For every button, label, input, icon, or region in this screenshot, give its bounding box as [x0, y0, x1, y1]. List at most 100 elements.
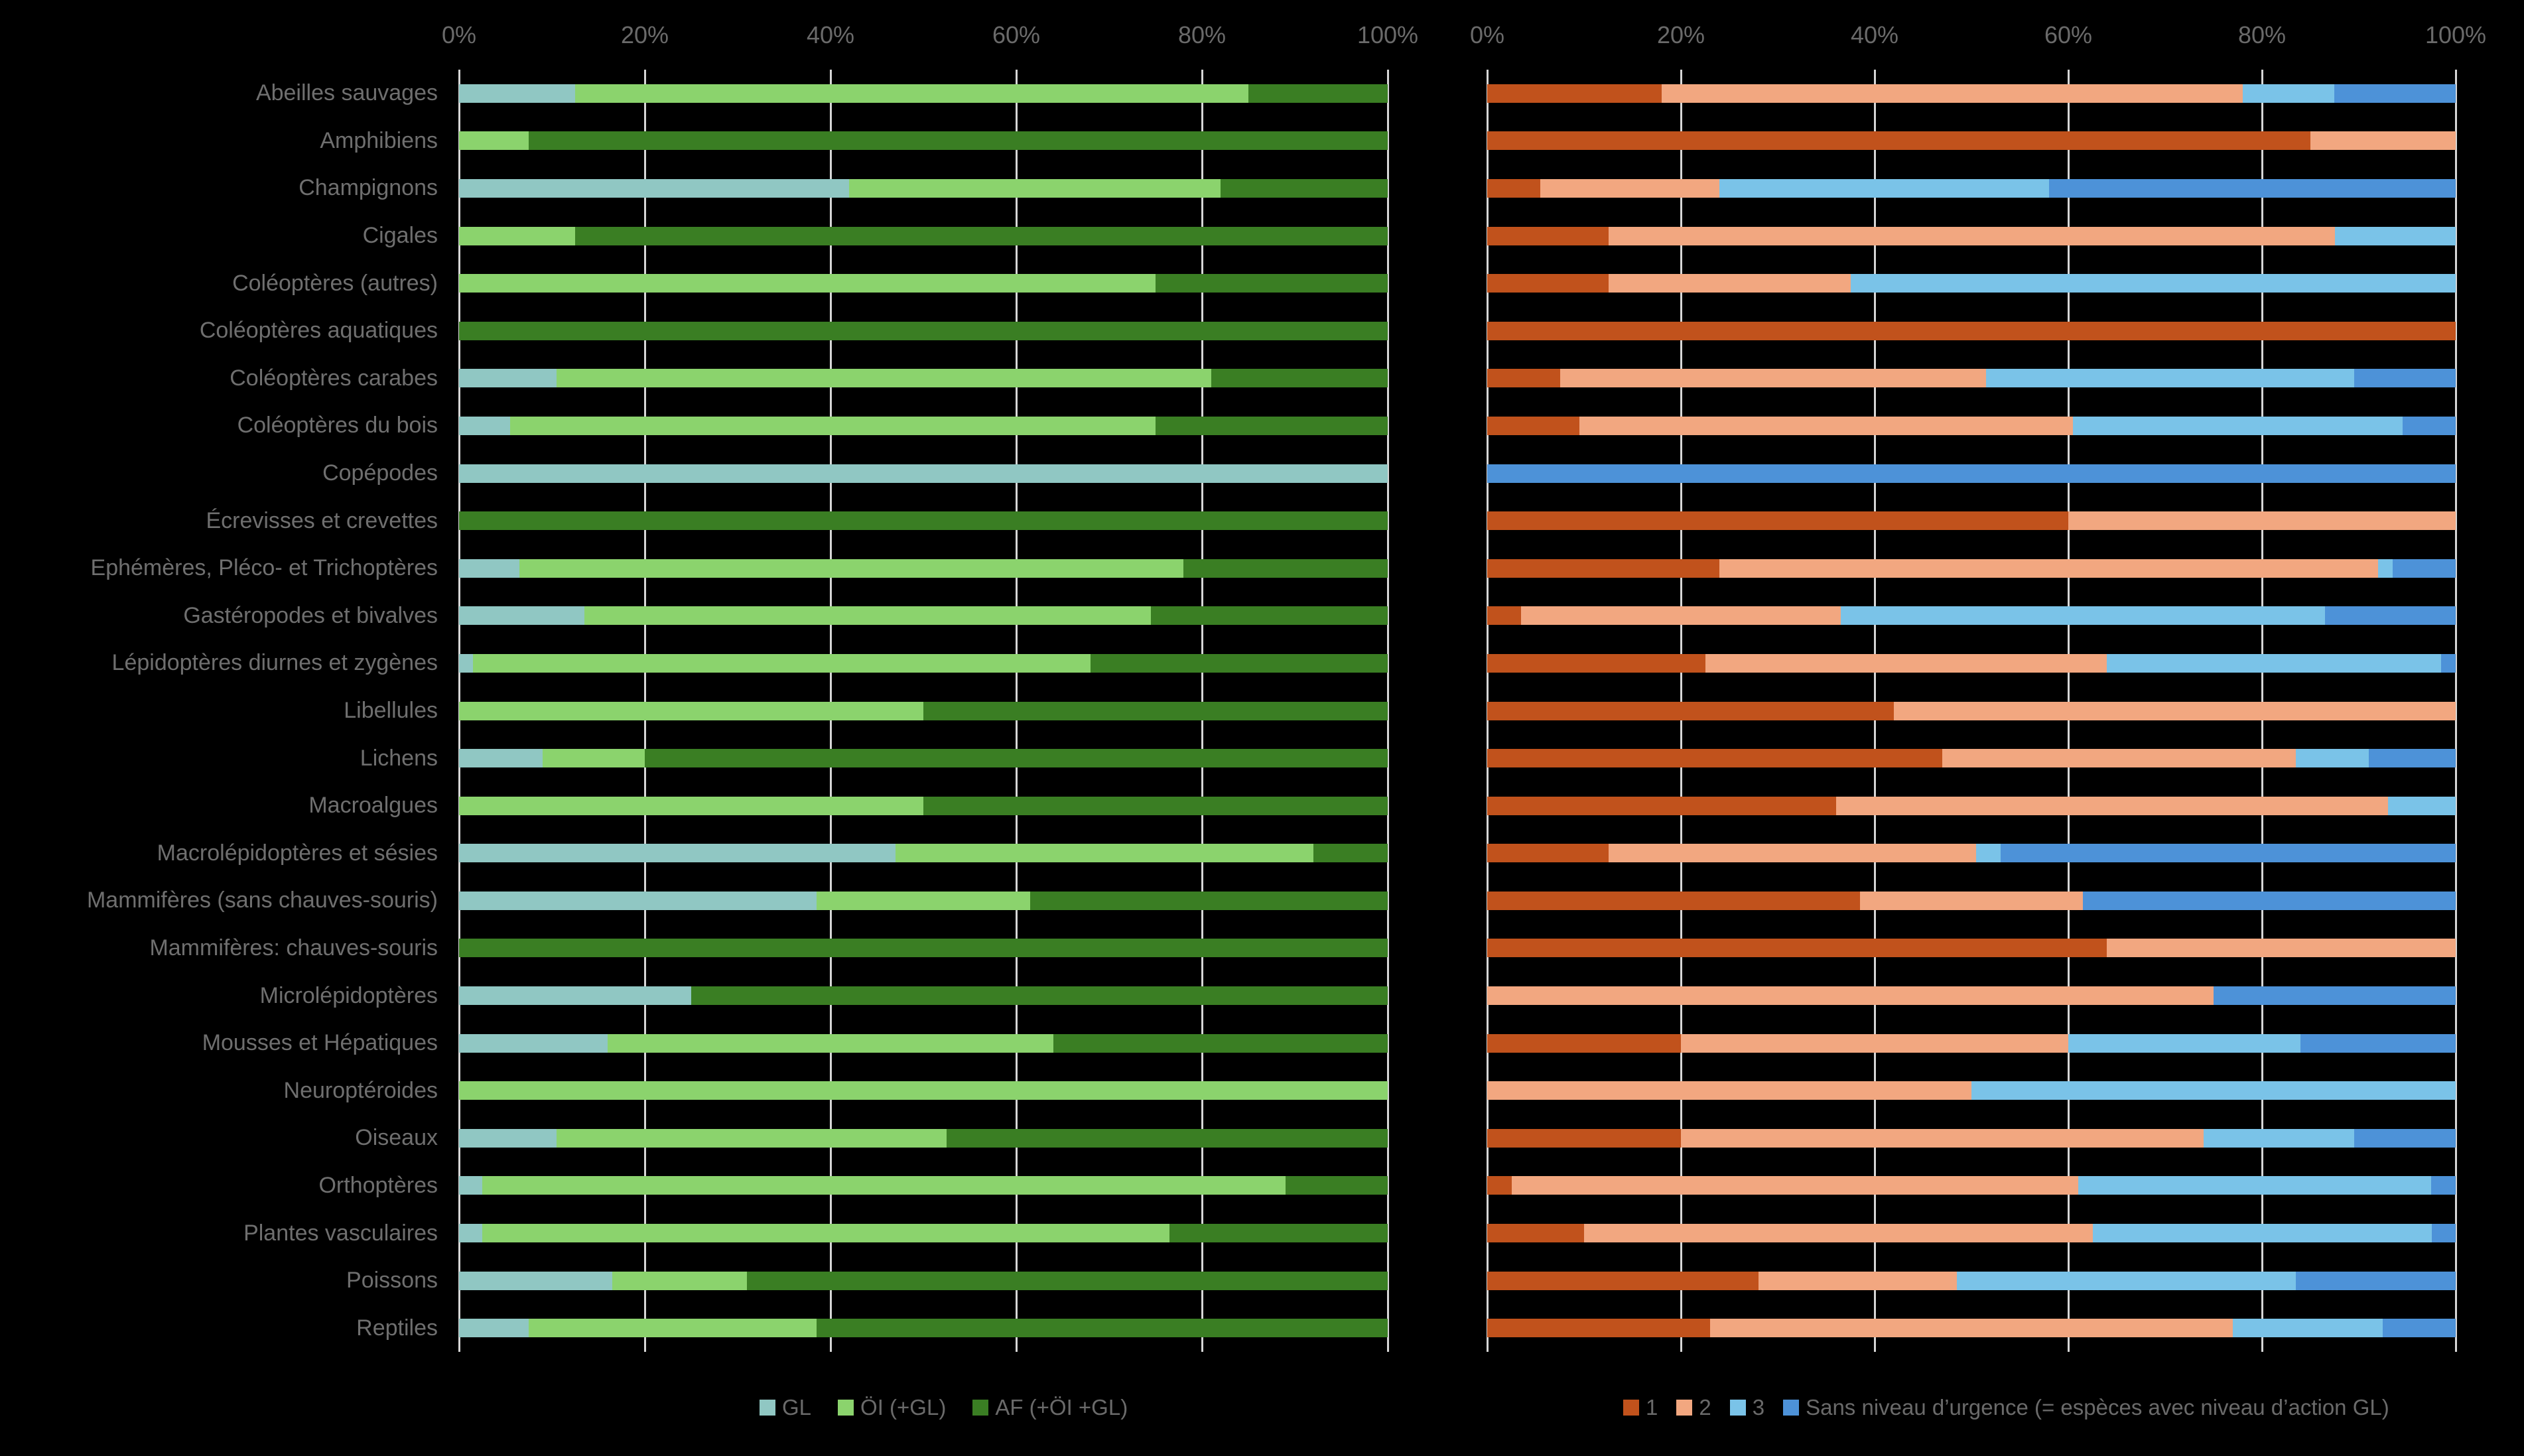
- bar-segment-n1: [1487, 796, 1836, 815]
- legend-label-oi: ÖI (+GL): [860, 1395, 947, 1420]
- bar-segment-n1: [1487, 1128, 1681, 1148]
- category-label: Écrevisses et crevettes: [206, 507, 438, 533]
- bar-segment-sans: [2354, 369, 2456, 388]
- bar-segment-n2: [2310, 131, 2456, 151]
- category-label: Microlépidoptères: [259, 982, 438, 1008]
- bar-segment-n2: [1705, 653, 2107, 673]
- bar-segment-n1: [1487, 131, 2310, 151]
- legend-swatch-oi: [838, 1400, 854, 1416]
- bar-segment-n1: [1487, 274, 1609, 293]
- bar-row: [1487, 559, 2456, 578]
- bar-segment-n1: [1487, 891, 1861, 910]
- bar-segment-n1: [1487, 84, 1662, 103]
- legend-swatch-af: [972, 1400, 989, 1416]
- bar-segment-af: [1156, 274, 1388, 293]
- bar-row: [1487, 416, 2456, 435]
- bar-segment-sans: [2354, 1128, 2456, 1148]
- bar-segment-af: [691, 986, 1388, 1006]
- bar-segment-n2: [1487, 986, 2214, 1006]
- bar-row: [459, 131, 1388, 151]
- category-label: Mousses et Hépatiques: [202, 1030, 438, 1056]
- bar-segment-oi: [896, 844, 1313, 863]
- x-axis-tick-label: 0%: [441, 21, 477, 48]
- category-label: Champignons: [299, 175, 438, 201]
- bar-segment-sans: [2296, 1271, 2456, 1290]
- category-label: Macrolépidoptères et sésies: [157, 840, 438, 866]
- bar-segment-n3: [1957, 1271, 2296, 1290]
- bar-row: [459, 1319, 1388, 1338]
- bar-segment-gl: [459, 1128, 557, 1148]
- bar-segment-sans: [2368, 749, 2456, 768]
- bar-row: [1487, 178, 2456, 198]
- bar-segment-oi: [543, 749, 645, 768]
- bar-segment-n1: [1487, 749, 1943, 768]
- bar-segment-af: [1183, 559, 1388, 578]
- bar-segment-af: [1313, 844, 1388, 863]
- x-axis-tick-label: 40%: [806, 21, 855, 48]
- bar-segment-sans: [2393, 559, 2456, 578]
- legend-item-n2: 2: [1676, 1395, 1711, 1420]
- bar-row: [459, 844, 1388, 863]
- bar-segment-oi: [482, 1176, 1286, 1195]
- bar-segment-n2: [1719, 559, 2379, 578]
- bar-segment-sans: [2300, 1033, 2456, 1053]
- bar-segment-sans: [2000, 844, 2456, 863]
- bar-segment-n3: [2204, 1128, 2354, 1148]
- bar-row: [1487, 796, 2456, 815]
- bar-segment-af: [1053, 1033, 1388, 1053]
- action-levels-legend: GL ÖI (+GL) AF (+ÖI +GL): [760, 1393, 1128, 1422]
- gridline: [1386, 70, 1389, 1352]
- bar-segment-oi: [519, 559, 1183, 578]
- bar-segment-sans: [2431, 1224, 2456, 1243]
- bar-segment-n3: [1971, 1081, 2456, 1100]
- bar-segment-n1: [1487, 653, 1705, 673]
- bar-segment-n1: [1487, 1319, 1710, 1338]
- bar-segment-n2: [1487, 1081, 1971, 1100]
- bar-segment-af: [923, 701, 1388, 720]
- bar-row: [1487, 891, 2456, 910]
- bar-row: [459, 369, 1388, 388]
- bar-segment-oi: [482, 1224, 1169, 1243]
- legend-item-n1: 1: [1623, 1395, 1658, 1420]
- bar-row: [459, 464, 1388, 483]
- category-label: Coléoptères aquatiques: [199, 318, 438, 344]
- bar-segment-gl: [459, 178, 849, 198]
- bar-segment-af: [1221, 178, 1388, 198]
- bar-segment-gl: [459, 1271, 612, 1290]
- bar-segment-sans: [2431, 1176, 2456, 1195]
- category-label: Poissons: [346, 1268, 438, 1293]
- bar-segment-oi: [817, 891, 1030, 910]
- bar-row: [459, 1176, 1388, 1195]
- bar-row: [1487, 701, 2456, 720]
- legend-item-sans: Sans niveau d’urgence (= espèces avec ni…: [1783, 1395, 2389, 1420]
- bar-segment-gl: [459, 606, 584, 626]
- legend-item-oi: ÖI (+GL): [838, 1395, 946, 1420]
- action-levels-plot-area: 0% 20% 40% 60% 80% 100%: [442, 22, 1418, 1352]
- bar-segment-oi: [459, 1081, 1388, 1100]
- bar-row: [1487, 1176, 2456, 1195]
- bar-row: [459, 796, 1388, 815]
- bar-segment-af: [817, 1319, 1388, 1338]
- legend-swatch-n2: [1676, 1400, 1693, 1416]
- bar-row: [1487, 369, 2456, 388]
- x-axis-tick-label: 100%: [1357, 21, 1419, 48]
- bar-segment-af: [923, 796, 1388, 815]
- category-label: Mammifères (sans chauves-souris): [86, 888, 438, 913]
- bar-segment-n2: [2107, 939, 2456, 958]
- category-label: Coléoptères (autres): [232, 270, 438, 296]
- bar-segment-gl: [459, 369, 557, 388]
- x-axis-tick-label: 20%: [620, 21, 669, 48]
- category-label: Libellules: [344, 697, 438, 723]
- category-label: Neuroptéroides: [283, 1077, 438, 1103]
- bar-segment-af: [459, 321, 1388, 340]
- bar-segment-n2: [1584, 1224, 2093, 1243]
- bar-segment-n3: [1719, 178, 2049, 198]
- legend-label-n3: 3: [1752, 1395, 1765, 1420]
- bar-row: [1487, 844, 2456, 863]
- x-axis-tick-label: 0%: [1469, 21, 1505, 48]
- category-label: Copépodes: [322, 460, 438, 486]
- bar-segment-n1: [1487, 939, 2107, 958]
- bar-row: [459, 226, 1388, 245]
- bar-row: [1487, 749, 2456, 768]
- x-axis-tick-label: 20%: [1656, 21, 1705, 48]
